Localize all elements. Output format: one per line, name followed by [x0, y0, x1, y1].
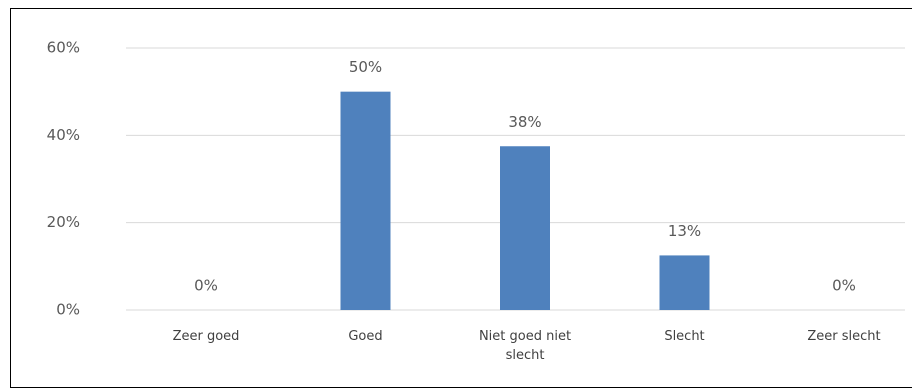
data-label: 38%	[508, 113, 541, 131]
bar	[340, 91, 391, 311]
data-label: 0%	[832, 277, 856, 295]
y-tick-label: 0%	[56, 301, 80, 319]
chart: 0% 20% 40% 60% 0% 50% 38% 13% 0%	[47, 39, 905, 319]
y-tick-label: 60%	[47, 39, 80, 57]
x-tick-label: Niet goed niet slecht	[478, 329, 572, 363]
y-tick-label: 40%	[47, 126, 80, 144]
x-tick-label: Zeer goed	[172, 329, 240, 344]
data-label: 0%	[194, 277, 218, 295]
data-label: 13%	[668, 222, 701, 240]
x-tick-label: Slecht	[664, 329, 705, 344]
data-label: 50%	[349, 58, 382, 76]
y-tick-label: 20%	[47, 213, 80, 231]
bar	[659, 255, 710, 310]
x-tick-label: Goed	[348, 329, 383, 344]
bar	[500, 146, 550, 310]
x-tick-label: Zeer slecht	[807, 329, 881, 344]
page: 0% 20% 40% 60% 0% 50% 38% 13% 0% Zeer goed Goed Ni…	[10, 8, 912, 388]
